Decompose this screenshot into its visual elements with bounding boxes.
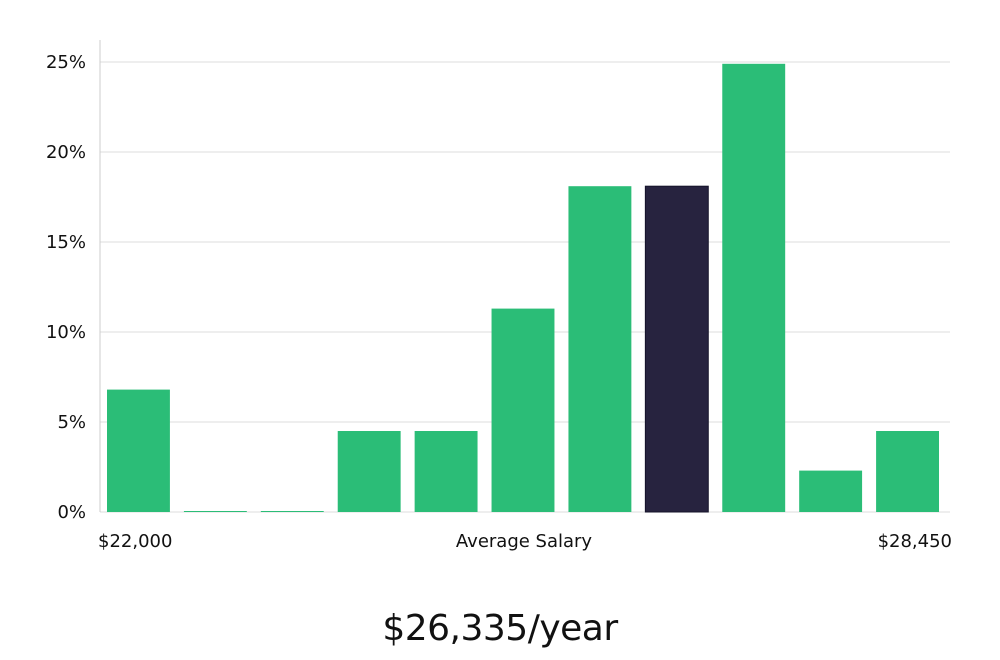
bar xyxy=(568,186,632,512)
bar xyxy=(414,431,478,512)
bar xyxy=(260,511,324,512)
bar xyxy=(491,308,555,512)
bar xyxy=(722,63,786,513)
bar xyxy=(107,389,170,512)
bar xyxy=(337,431,401,512)
x-min-label: $22,000 xyxy=(98,531,172,552)
bar xyxy=(799,470,863,512)
salary-histogram-chart: 0%5%10%15%20%25% $22,000 Average Salary … xyxy=(46,40,952,552)
y-tick-label: 15% xyxy=(46,232,86,253)
y-tick-label: 0% xyxy=(57,502,86,523)
y-tick-label: 10% xyxy=(46,322,86,343)
y-tick-label: 20% xyxy=(46,142,86,163)
bar xyxy=(183,511,247,512)
x-max-label: $28,450 xyxy=(878,531,952,552)
bars xyxy=(107,63,939,513)
y-tick-label: 5% xyxy=(57,412,86,433)
y-tick-label: 25% xyxy=(46,52,86,73)
bar xyxy=(876,431,939,512)
bar-highlighted xyxy=(644,185,709,513)
x-axis-title: Average Salary xyxy=(456,531,593,552)
average-salary-value: $26,335/year xyxy=(382,608,618,649)
y-axis-ticks: 0% 5% 10% 15% 20% 25% xyxy=(46,52,86,523)
